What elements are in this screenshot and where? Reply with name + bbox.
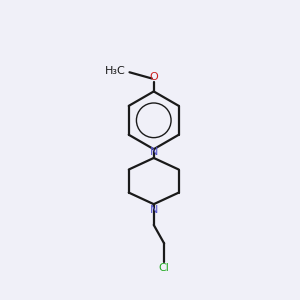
Text: Cl: Cl <box>159 262 170 273</box>
Text: N: N <box>150 147 158 157</box>
Text: N: N <box>150 205 158 215</box>
Text: H₃C: H₃C <box>105 66 126 76</box>
Text: O: O <box>149 72 158 82</box>
